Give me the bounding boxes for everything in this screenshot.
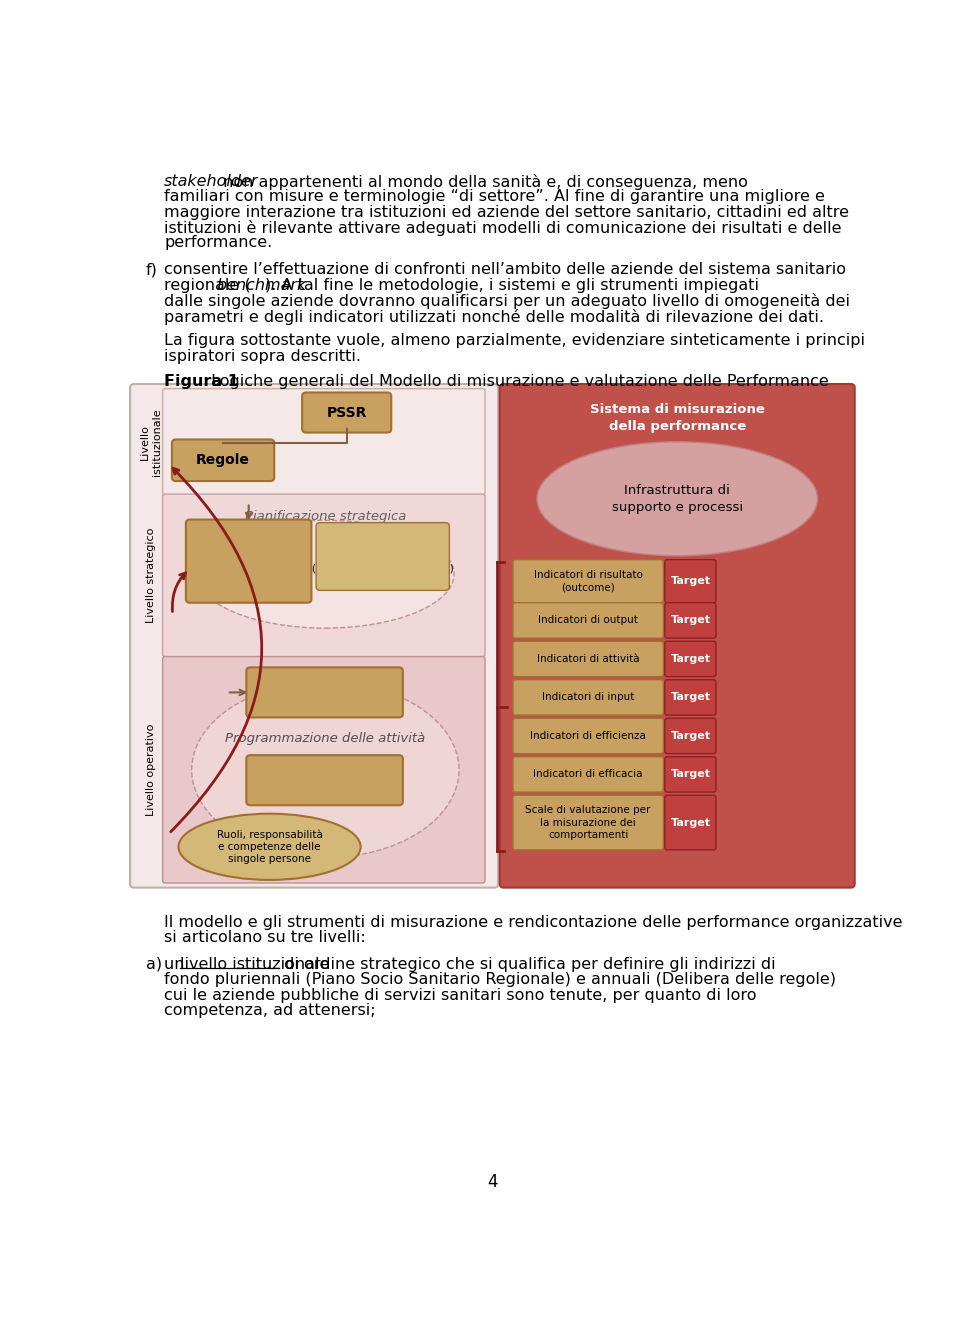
Text: f): f) <box>146 263 157 277</box>
FancyBboxPatch shape <box>665 718 716 753</box>
Text: Obiettivi operativi
organizzativi: Obiettivi operativi organizzativi <box>271 678 378 706</box>
FancyBboxPatch shape <box>302 392 392 432</box>
Text: di ordine strategico che si qualifica per definire gli indirizzi di: di ordine strategico che si qualifica pe… <box>278 957 776 972</box>
FancyBboxPatch shape <box>513 560 663 603</box>
Ellipse shape <box>537 441 818 556</box>
Text: stakeholder: stakeholder <box>164 173 258 189</box>
Text: Target: Target <box>670 655 710 664</box>
Ellipse shape <box>197 520 454 628</box>
Text: maggiore interazione tra istituzioni ed aziende del settore sanitario, cittadini: maggiore interazione tra istituzioni ed … <box>164 205 850 220</box>
FancyBboxPatch shape <box>186 520 311 603</box>
Text: Target: Target <box>670 769 710 780</box>
Text: si articolano su tre livelli:: si articolano su tre livelli: <box>164 930 366 945</box>
Text: Programmazione delle attività: Programmazione delle attività <box>226 732 425 745</box>
Text: Obiettivi strategici
aziendali
(organizzativi e individuali): Obiettivi strategici aziendali (organizz… <box>312 539 454 575</box>
Text: La figura sottostante vuole, almeno parzialmente, evidenziare sinteticamente i p: La figura sottostante vuole, almeno parz… <box>164 333 865 348</box>
FancyBboxPatch shape <box>665 603 716 639</box>
FancyBboxPatch shape <box>513 757 663 792</box>
Text: Logiche generali del Modello di misurazione e valutazione delle Performance: Logiche generali del Modello di misurazi… <box>206 375 828 389</box>
FancyBboxPatch shape <box>172 440 275 481</box>
Text: familiari con misure e terminologie “di settore”. Al fine di garantire una migli: familiari con misure e terminologie “di … <box>164 189 825 204</box>
Text: Sistema di misurazione
della performance: Sistema di misurazione della performance <box>589 404 765 433</box>
Text: a): a) <box>146 957 161 972</box>
Text: Il modello e gli strumenti di misurazione e rendicontazione delle performance or: Il modello e gli strumenti di misurazion… <box>164 914 902 929</box>
Text: Indicatori di output: Indicatori di output <box>539 616 638 625</box>
Text: Livello
istituzionale: Livello istituzionale <box>140 408 162 476</box>
Text: ispiratori sopra descritti.: ispiratori sopra descritti. <box>164 349 361 364</box>
Text: un: un <box>164 957 190 972</box>
Text: Indicatori di risultato
(outcome): Indicatori di risultato (outcome) <box>534 571 642 592</box>
FancyBboxPatch shape <box>162 657 485 882</box>
Text: Regole: Regole <box>196 453 250 468</box>
Text: Ruoli, responsabilità
e competenze delle
singole persone: Ruoli, responsabilità e competenze delle… <box>217 829 323 864</box>
Text: fondo pluriennali (Piano Socio Sanitario Regionale) e annuali (Delibera delle re: fondo pluriennali (Piano Socio Sanitario… <box>164 972 836 988</box>
FancyBboxPatch shape <box>130 384 498 888</box>
Text: istituzioni è rilevante attivare adeguati modelli di comunicazione dei risultati: istituzioni è rilevante attivare adeguat… <box>164 220 842 236</box>
Text: Pianificazione strategica: Pianificazione strategica <box>245 509 406 523</box>
Text: Target: Target <box>670 730 710 741</box>
Text: performance.: performance. <box>164 236 273 251</box>
Text: Indicatori di efficienza: Indicatori di efficienza <box>530 730 646 741</box>
Text: benchmark: benchmark <box>217 277 307 293</box>
Text: Scale di valutazione per
la misurazione dei
comportamenti: Scale di valutazione per la misurazione … <box>525 805 651 840</box>
FancyBboxPatch shape <box>513 718 663 753</box>
Text: Target: Target <box>670 576 710 587</box>
Ellipse shape <box>192 682 459 857</box>
Text: Indicatori di input: Indicatori di input <box>541 692 635 702</box>
Text: Target: Target <box>670 817 710 828</box>
FancyBboxPatch shape <box>247 756 403 805</box>
Text: Infrastruttura di
supporto e processi: Infrastruttura di supporto e processi <box>612 484 743 513</box>
Text: Indicatori di efficacia: Indicatori di efficacia <box>534 769 643 780</box>
Text: dalle singole aziende dovranno qualificarsi per un adeguato livello di omogeneit: dalle singole aziende dovranno qualifica… <box>164 293 851 309</box>
FancyBboxPatch shape <box>513 796 663 850</box>
Text: Figura 1: Figura 1 <box>164 375 239 389</box>
Text: Indicatori di attività: Indicatori di attività <box>537 655 639 664</box>
Ellipse shape <box>179 813 361 880</box>
FancyBboxPatch shape <box>162 389 485 495</box>
FancyBboxPatch shape <box>665 757 716 792</box>
FancyBboxPatch shape <box>316 523 449 591</box>
Text: Target: Target <box>670 692 710 702</box>
Text: regionale (: regionale ( <box>164 277 251 293</box>
FancyBboxPatch shape <box>513 603 663 639</box>
Text: PSSR: PSSR <box>326 405 367 420</box>
Text: livello istituzionale: livello istituzionale <box>180 957 330 972</box>
Text: competenza, ad attenersi;: competenza, ad attenersi; <box>164 1004 375 1018</box>
Text: non appartenenti al mondo della sanità e, di conseguenza, meno: non appartenenti al mondo della sanità e… <box>219 173 748 189</box>
Text: cui le aziende pubbliche di servizi sanitari sono tenute, per quanto di loro: cui le aziende pubbliche di servizi sani… <box>164 988 756 1002</box>
Text: 4: 4 <box>487 1173 497 1190</box>
Text: Obiettivi operativi
individuali: Obiettivi operativi individuali <box>271 765 378 794</box>
Text: Livello operativo: Livello operativo <box>146 724 156 816</box>
FancyBboxPatch shape <box>247 668 403 717</box>
FancyBboxPatch shape <box>665 796 716 850</box>
Text: Target: Target <box>670 616 710 625</box>
Text: ). A tal fine le metodologie, i sistemi e gli strumenti impiegati: ). A tal fine le metodologie, i sistemi … <box>265 277 759 293</box>
FancyBboxPatch shape <box>162 495 485 657</box>
Text: consentire l’effettuazione di confronti nell’ambito delle aziende del sistema sa: consentire l’effettuazione di confronti … <box>164 263 846 277</box>
FancyBboxPatch shape <box>500 384 854 888</box>
FancyBboxPatch shape <box>665 641 716 677</box>
FancyBboxPatch shape <box>513 680 663 714</box>
FancyBboxPatch shape <box>665 560 716 603</box>
FancyBboxPatch shape <box>665 680 716 714</box>
Text: parametri e degli indicatori utilizzati nonché delle modalità di rilevazione dei: parametri e degli indicatori utilizzati … <box>164 308 825 324</box>
Text: Obiettivi
strategici
istituzionali
(organizzativi): Obiettivi strategici istituzionali (orga… <box>205 537 292 585</box>
FancyBboxPatch shape <box>513 641 663 677</box>
Text: Livello strategico: Livello strategico <box>146 528 156 623</box>
